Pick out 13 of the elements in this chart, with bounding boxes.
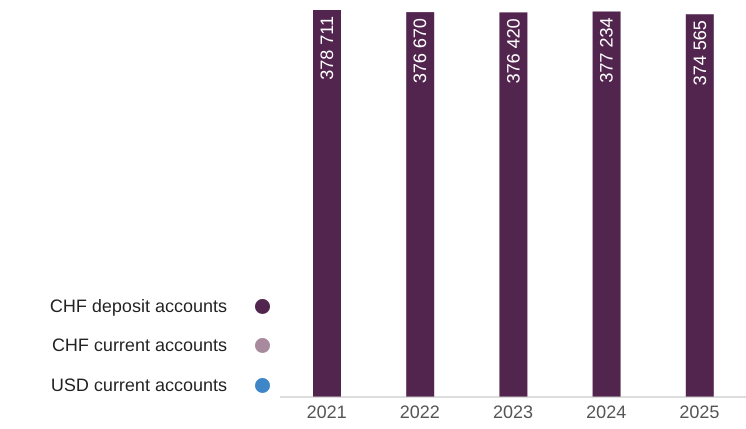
x-tick-label: 2023 [492,402,534,422]
x-tick-label: 2021 [306,402,347,422]
x-tick-label: 2024 [586,402,626,422]
data-label: 377 234 [596,18,617,83]
x-tick-label: 2025 [679,402,720,422]
data-label: 378 711 [317,16,337,80]
legend-label: CHF deposit accounts [50,296,227,317]
legend-label: USD current accounts [50,374,227,396]
legend-label: CHF current accounts [52,335,227,356]
data-label: 376 420 [503,18,524,84]
data-label: 376 670 [410,18,430,84]
data-label: 374 565 [690,20,710,86]
x-tick-label: 2022 [400,402,440,422]
